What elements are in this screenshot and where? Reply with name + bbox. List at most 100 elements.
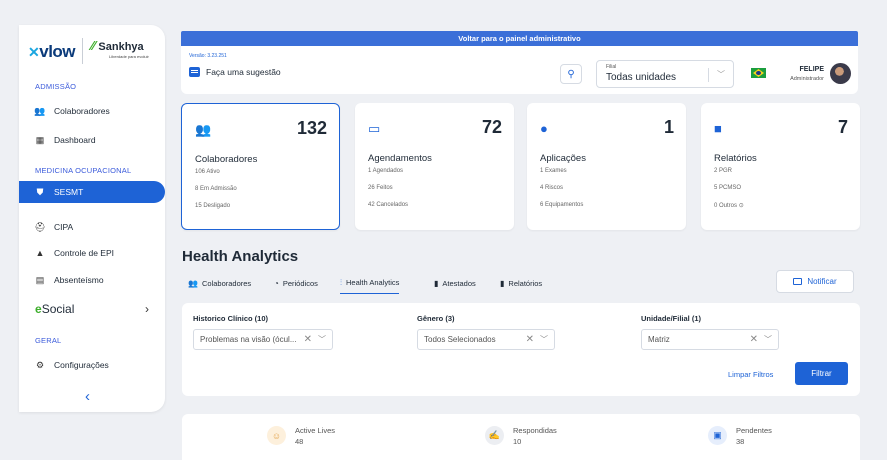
brazil-flag-icon[interactable] <box>751 68 766 78</box>
filters-panel: Historico Clínico (10) Problemas na visã… <box>182 303 860 396</box>
card-count: 7 <box>837 117 848 137</box>
gear-icon: ⚙ <box>35 359 45 370</box>
card-count: 132 <box>296 118 327 138</box>
section-geral: GERAL <box>35 336 62 345</box>
esocial-logo: eSocial <box>35 302 75 316</box>
clipboard-icon: ▣ <box>708 426 727 445</box>
lives-icon: ☺ <box>267 426 286 445</box>
chevron-right-icon[interactable]: › <box>145 302 149 316</box>
search-icon: ⚲ <box>567 68 575 80</box>
tab-periodicos[interactable]: ◔ Periódicos <box>274 278 318 288</box>
search-button[interactable]: ⚲ <box>560 64 582 84</box>
calendar-x-icon: ▤ <box>35 274 45 285</box>
mail-icon <box>793 278 803 285</box>
unidade-label: Unidade/Filial (1) <box>641 314 702 323</box>
historico-select[interactable]: Problemas na visão (ócul... ✕ ﹀ <box>193 329 333 350</box>
filial-select[interactable]: Filial Todas unidades ﹀ <box>596 60 734 88</box>
section-medicina: MEDICINA OCUPACIONAL <box>35 166 132 175</box>
card-line: 26 Feitos <box>368 185 393 191</box>
sidebar-item-esocial[interactable]: eSocial › <box>19 299 165 319</box>
clear-icon[interactable]: ✕ <box>525 334 534 345</box>
apply-filter-button[interactable]: Filtrar <box>795 362 848 385</box>
card-line: 1 Agendados <box>368 168 404 174</box>
sidebar-item-cipa[interactable]: ⛑ CIPA <box>19 217 165 237</box>
sidebar-item-label: Absenteísmo <box>54 275 104 285</box>
card-line: 8 Em Admissão <box>195 186 237 192</box>
tab-health-analytics[interactable]: ⫶ Health Analytics <box>340 272 400 294</box>
sidebar-item-colaboradores[interactable]: 👥 Colaboradores <box>19 101 165 121</box>
info-icon: ⊙ <box>738 203 744 209</box>
sidebar-item-label: SESMT <box>54 187 84 197</box>
notify-button[interactable]: Notificar <box>776 270 854 293</box>
page-title: Health Analytics <box>182 248 299 265</box>
sidebar-item-label: Configurações <box>54 360 109 370</box>
logo-separator <box>82 38 83 64</box>
historico-label: Historico Clínico (10) <box>193 314 269 323</box>
calendar-icon: ▭ <box>368 121 381 136</box>
card-colaboradores[interactable]: 👥 132 Colaboradores 106 Ativo 8 Em Admis… <box>181 103 340 230</box>
sidebar-item-label: Dashboard <box>54 135 96 145</box>
sidebar-item-absenteismo[interactable]: ▤ Absenteísmo <box>19 270 165 290</box>
sidebar-item-dashboard[interactable]: ▦ Dashboard <box>19 130 165 150</box>
card-line: 6 Equipamentos <box>540 202 584 208</box>
collapse-sidebar-icon[interactable]: ‹ <box>85 388 90 405</box>
clear-filters-link[interactable]: Limpar Filtros <box>728 370 774 379</box>
tab-atestados[interactable]: ▮ Atestados <box>434 278 476 288</box>
genero-label: Gênero (3) <box>417 314 455 323</box>
genero-select[interactable]: Todos Selecionados ✕ ﹀ <box>417 329 555 350</box>
card-agendamentos[interactable]: ▭ 72 Agendamentos 1 Agendados 26 Feitos … <box>355 103 514 230</box>
hardhat-icon: ⛑ <box>34 221 46 232</box>
filial-label: Filial <box>606 64 617 70</box>
comment-icon <box>189 67 200 77</box>
card-title: Agendamentos <box>368 153 432 164</box>
version-label: Versão: 3.23.251 <box>189 53 227 59</box>
chevron-down-icon: ﹀ <box>318 335 326 344</box>
card-line: 106 Ativo <box>195 169 220 175</box>
clear-icon[interactable]: ✕ <box>303 334 312 345</box>
chevron-down-icon: ﹀ <box>764 335 772 344</box>
shield-icon: ⛊ <box>36 186 44 197</box>
epi-icon: ▲ <box>35 248 45 258</box>
user-role: Administrador <box>790 76 824 82</box>
sidebar-item-sesmt[interactable]: ⛊ SESMT <box>19 181 165 203</box>
chevron-down-icon: ﹀ <box>717 70 725 79</box>
card-aplicacoes[interactable]: ● 1 Aplicações 1 Exames 4 Riscos 6 Equip… <box>527 103 686 230</box>
stat-active-lives: ☺ Active Lives 48 <box>267 426 335 447</box>
card-relatorios[interactable]: ■ 7 Relatórios 2 PGR 5 PCMSO 0 Outros ⊙ <box>701 103 860 230</box>
vlow-logo[interactable]: ✕vlow <box>28 42 76 61</box>
topbar: Versão: 3.23.251 Faça uma sugestão ⚲ Fil… <box>181 46 858 94</box>
avatar[interactable] <box>830 63 851 84</box>
folder-icon: ▮ <box>500 278 505 288</box>
dashboard-icon: ▦ <box>35 134 45 145</box>
card-line: 4 Riscos <box>540 185 564 191</box>
card-count: 1 <box>663 117 674 137</box>
back-to-admin-banner[interactable]: Voltar para o painel administrativo <box>181 31 858 46</box>
alert-icon: ● <box>540 121 548 136</box>
tab-colaboradores[interactable]: 👥 Colaboradores <box>188 278 252 288</box>
analytics-icon: ⫶ <box>340 277 342 287</box>
summary-stats: ☺ Active Lives 48 ✍ Respondidas 10 ▣ Pen… <box>182 414 860 460</box>
card-title: Colaboradores <box>195 154 258 165</box>
section-admissao: ADMISSÃO <box>35 82 77 91</box>
sidebar-item-label: Colaboradores <box>54 106 110 116</box>
card-count: 72 <box>481 117 502 137</box>
card-title: Relatórios <box>714 153 757 164</box>
clear-icon[interactable]: ✕ <box>749 334 758 345</box>
sidebar-item-label: CIPA <box>54 222 74 232</box>
suggestion-link[interactable]: Faça uma sugestão <box>189 67 281 77</box>
sidebar: ✕vlow ⁄⁄ Sankhya Liberdade para evoluir … <box>19 25 165 412</box>
sidebar-item-configuracoes[interactable]: ⚙ Configurações <box>19 355 165 375</box>
sidebar-item-epi[interactable]: ▲ Controle de EPI <box>19 243 165 263</box>
filial-separator <box>708 68 709 82</box>
people-icon: 👥 <box>195 122 212 137</box>
card-line: 5 PCMSO <box>714 185 742 191</box>
tab-relatorios[interactable]: ▮ Relatórios <box>500 278 543 288</box>
chevron-down-icon: ﹀ <box>540 335 548 344</box>
clock-icon: ◔ <box>274 278 279 288</box>
card-line: 15 Desligado <box>195 203 231 209</box>
document-icon: ▮ <box>434 278 439 288</box>
card-line: 0 Outros ⊙ <box>714 203 744 209</box>
stat-respondidas: ✍ Respondidas 10 <box>485 426 557 447</box>
card-line: 2 PGR <box>714 168 733 174</box>
unidade-select[interactable]: Matriz ✕ ﹀ <box>641 329 779 350</box>
